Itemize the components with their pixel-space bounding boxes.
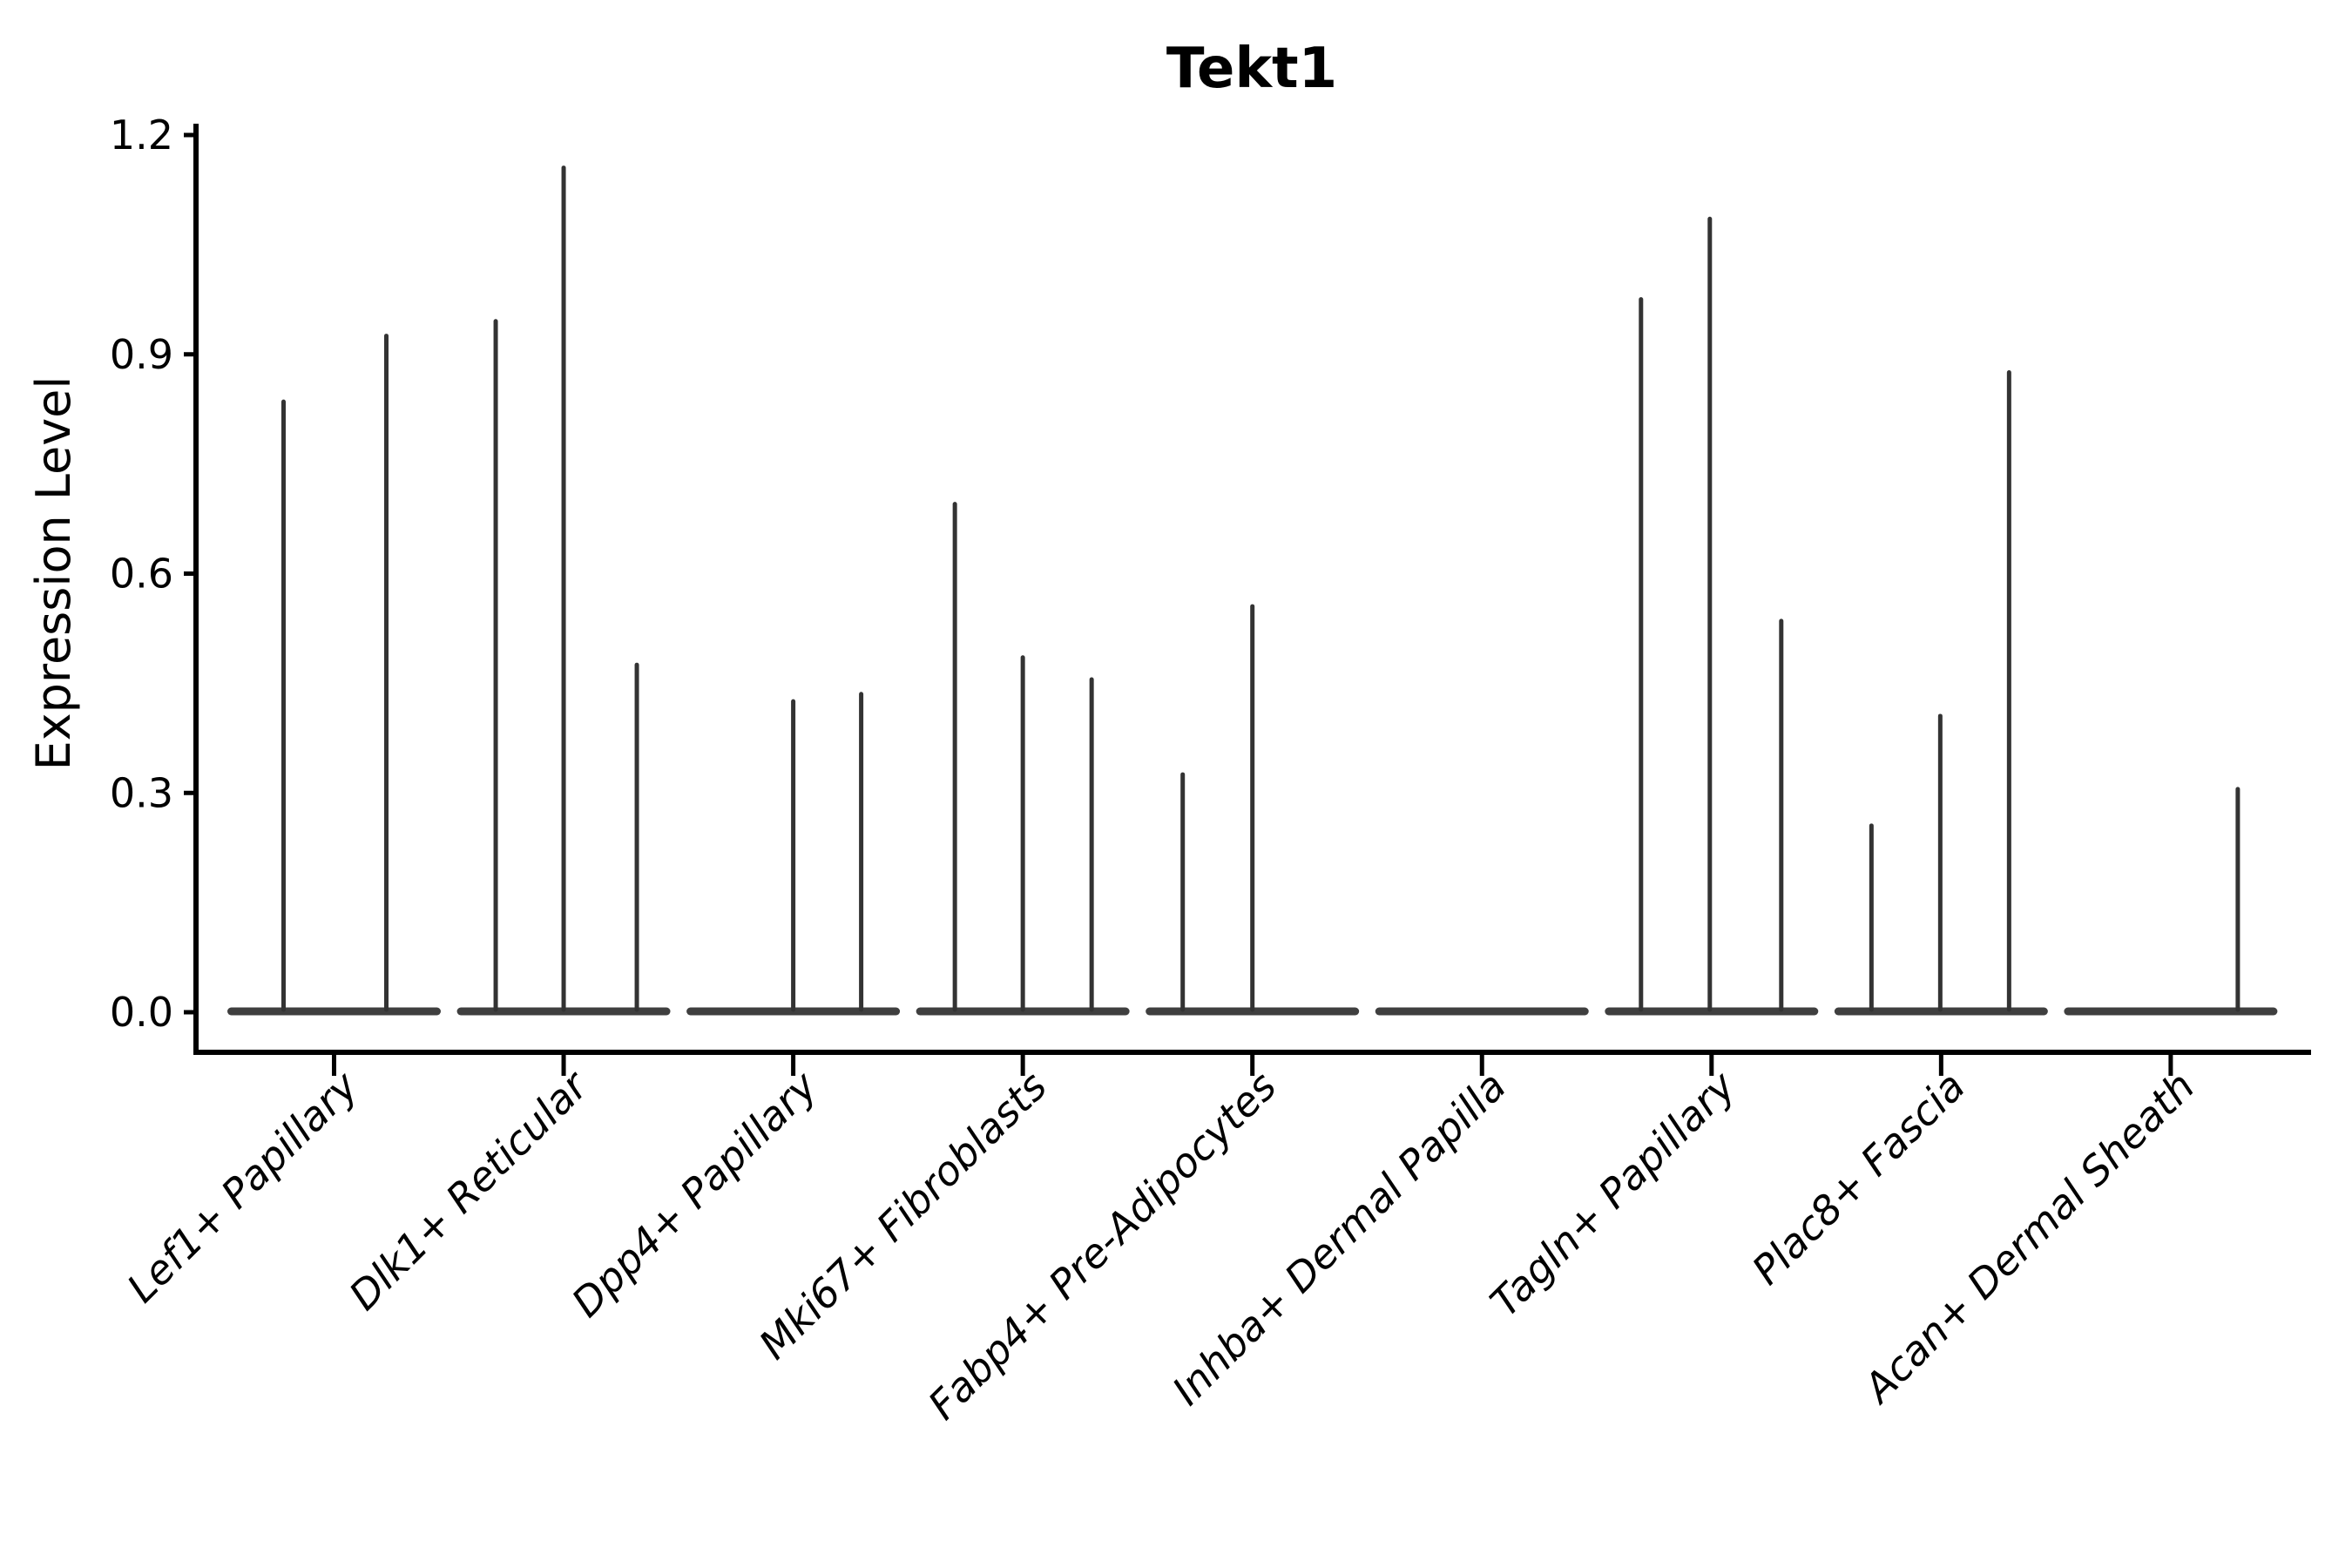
y-tick-label: 0.6 — [110, 551, 173, 598]
y-tick-label: 0.9 — [110, 331, 173, 378]
x-tick-label: Plac8+ Fascia — [1743, 1063, 1974, 1294]
x-tick-label: Lef1+ Papillary — [118, 1062, 367, 1311]
chart-title: Tekt1 — [1166, 37, 1337, 101]
y-tick-label: 0.0 — [110, 989, 173, 1036]
y-tick-label: 0.3 — [110, 769, 173, 816]
violins-layer — [227, 166, 2278, 1016]
x-tick-label: Dlk1+ Reticular — [340, 1060, 598, 1319]
x-tick-label: Tagln+ Papillary — [1481, 1062, 1745, 1326]
x-tick-label: Dpp4+ Papillary — [563, 1062, 827, 1326]
y-tick-label: 1.2 — [110, 112, 173, 159]
y-axis-label: Expression Level — [26, 376, 81, 771]
